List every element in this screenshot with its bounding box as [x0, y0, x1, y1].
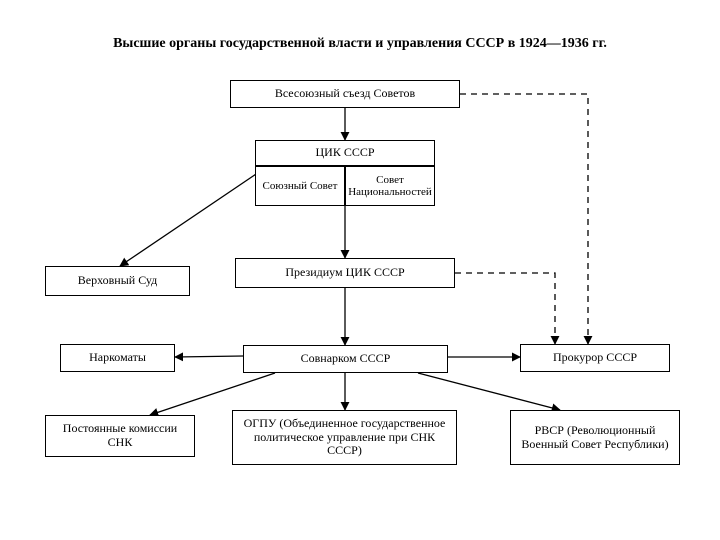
edge-congress-prokuror — [460, 94, 588, 344]
node-komissii: Постоянные комиссии СНК — [45, 415, 195, 457]
edge-sovnarkom-narkomaty — [175, 356, 243, 357]
edge-sovnarkom-komissii — [150, 373, 275, 415]
edge-presidium-supreme — [120, 168, 265, 266]
node-prokuror: Прокурор СССР — [520, 344, 670, 372]
node-congress: Всесоюзный съезд Советов — [230, 80, 460, 108]
node-rvsr: РВСР (Революционный Военный Совет Респуб… — [510, 410, 680, 465]
diagram-title: Высшие органы государственной власти и у… — [0, 36, 720, 52]
node-sovnarkom: Совнарком СССР — [243, 345, 448, 373]
node-ogpu: ОГПУ (Объединенное государственное полит… — [232, 410, 457, 465]
diagram-canvas: Высшие органы государственной власти и у… — [0, 0, 720, 540]
node-union: Союзный Совет — [255, 166, 345, 206]
node-supreme: Верховный Суд — [45, 266, 190, 296]
edge-sovnarkom-rvsr — [418, 373, 560, 410]
edge-presidium-prokuror — [455, 273, 555, 344]
node-narkomaty: Наркоматы — [60, 344, 175, 372]
node-tsik: ЦИК СССР — [255, 140, 435, 166]
node-presidium: Президиум ЦИК СССР — [235, 258, 455, 288]
node-nations: Совет Национальностей — [345, 166, 435, 206]
